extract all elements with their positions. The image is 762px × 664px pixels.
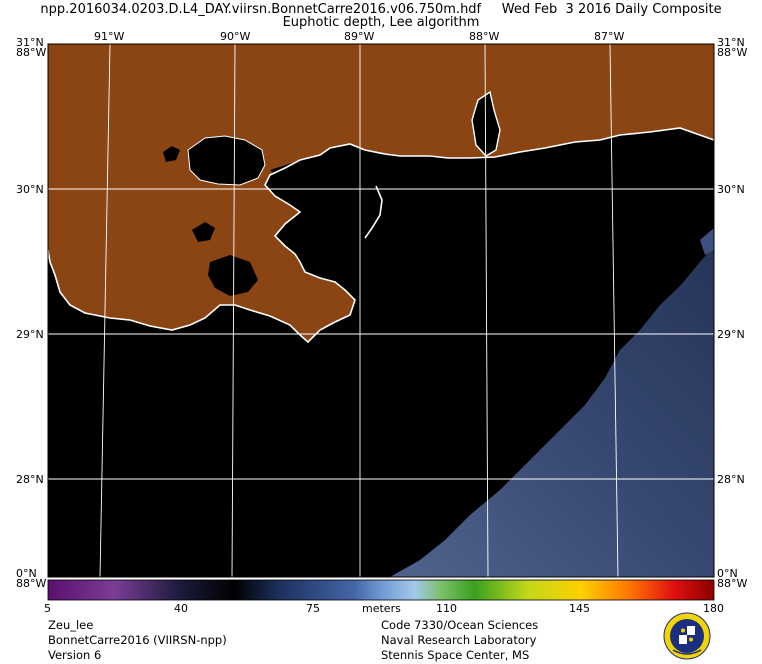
- product-filename-title: npp.2016034.0203.D.L4_DAY.viirsn.BonnetC…: [40, 2, 722, 17]
- colorbar-tick-75: 75: [306, 602, 320, 615]
- lat-label-left-30n: 30°N: [16, 183, 44, 196]
- lon-label-87w: 87°W: [594, 30, 625, 43]
- lake-pontchartrain-shore: [187, 135, 266, 186]
- footer-variable: Zeu_lee: [48, 618, 94, 632]
- coastal-marsh-water: [208, 255, 258, 296]
- corner-label-top-left: 31°N 88°W: [16, 36, 47, 59]
- lake-pontchartrain: [188, 136, 265, 185]
- lake-salvador: [192, 222, 215, 242]
- lake-maurepas: [163, 146, 180, 162]
- footer-code: Code 7330/Ocean Sciences: [381, 618, 539, 632]
- corner-label-bottom-left: 0°N 88°W: [16, 567, 47, 590]
- corner-label-bottom-right: 0°N 88°W: [717, 567, 748, 590]
- lon-label-91w: 91°W: [94, 30, 125, 43]
- lon-label-88w: 88°W: [469, 30, 500, 43]
- colorbar-tick-180: 180: [703, 602, 724, 615]
- footer-location: Stennis Space Center, MS: [381, 648, 530, 662]
- footer-lab: Naval Research Laboratory: [381, 633, 537, 647]
- chandeleur-islands: [364, 185, 383, 239]
- colorbar-tick-5: 5: [44, 602, 51, 615]
- map-frame: [47, 43, 715, 578]
- product-variable-title: Euphotic depth, Lee algorithm: [282, 15, 480, 30]
- nrl-seal-icon: [663, 612, 711, 660]
- colorbar: [47, 579, 715, 601]
- footer-version: Version 6: [48, 648, 102, 662]
- colorbar-tick-40: 40: [174, 602, 188, 615]
- lon-label-89w: 89°W: [344, 30, 375, 43]
- lat-label-left-28n: 28°N: [16, 473, 44, 486]
- lat-label-left-29n: 29°N: [16, 328, 44, 341]
- colorbar-tick-110: 110: [436, 602, 457, 615]
- offshore-deep-water: [390, 246, 714, 577]
- lat-label-right-29n: 29°N: [717, 328, 745, 341]
- mobile-bay-shore: [471, 90, 501, 157]
- colorbar-tick-145: 145: [569, 602, 590, 615]
- colorbar-units: meters: [362, 602, 401, 615]
- lat-label-right-28n: 28°N: [717, 473, 745, 486]
- offshore-deep-water-patch: [700, 228, 714, 255]
- footer-dataset: BonnetCarre2016 (VIIRSN-npp): [48, 633, 227, 647]
- corner-label-top-right: 31°N 88°W: [717, 36, 748, 59]
- lon-label-90w: 90°W: [220, 30, 251, 43]
- lat-label-right-30n: 30°N: [717, 183, 745, 196]
- graticule: [48, 43, 714, 578]
- coastline: [47, 127, 715, 344]
